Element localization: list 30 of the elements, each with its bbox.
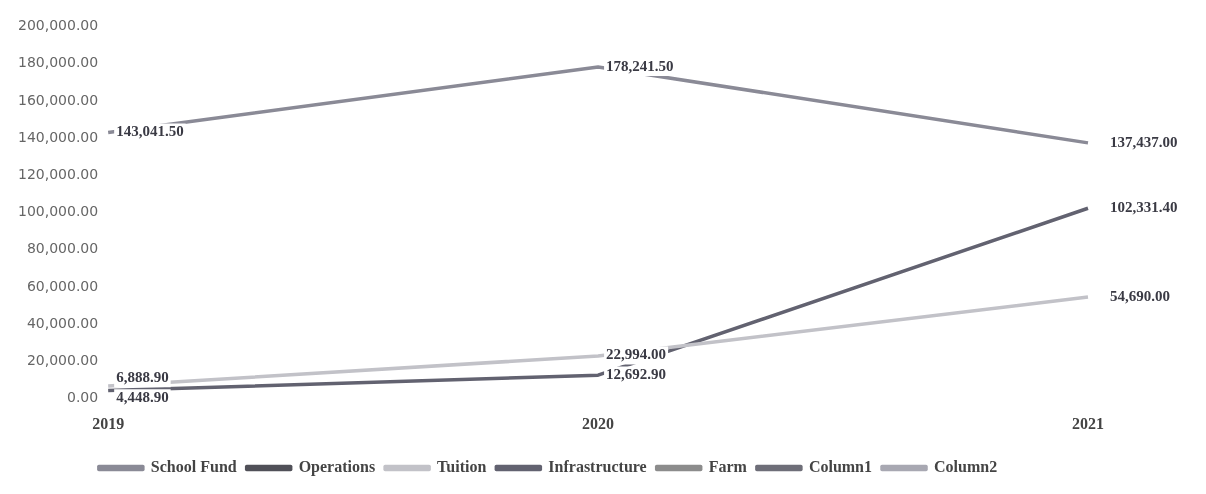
y-tick-label: 120,000.00 bbox=[17, 166, 99, 182]
y-tick-label: 20,000.00 bbox=[26, 352, 99, 369]
legend-label: School Fund bbox=[150, 458, 237, 476]
legend-label: Column1 bbox=[808, 458, 873, 476]
legend-label: Column2 bbox=[934, 458, 998, 476]
data-label: 178,241.50 bbox=[606, 57, 674, 74]
data-label: 6,888.90 bbox=[116, 369, 169, 386]
data-label: 22,994.00 bbox=[606, 346, 667, 363]
y-tick-label: 80,000.00 bbox=[26, 240, 99, 257]
x-tick-label: 2019 bbox=[92, 414, 125, 432]
y-tick-label: 200,000.00 bbox=[17, 17, 99, 34]
y-tick-label: 40,000.00 bbox=[26, 314, 99, 331]
legend-label: Tuition bbox=[437, 458, 487, 476]
data-label: 102,331.40 bbox=[1110, 199, 1178, 216]
legend-label: Operations bbox=[298, 458, 376, 477]
y-tick-label: 60,000.00 bbox=[26, 277, 99, 294]
legend-label: Farm bbox=[708, 458, 748, 476]
data-label: 143,041.50 bbox=[116, 123, 184, 140]
y-tick-label: 0.00 bbox=[66, 389, 99, 406]
data-label: 12,692.90 bbox=[606, 366, 667, 383]
legend-label: Infrastructure bbox=[548, 458, 647, 476]
data-label: 54,690.00 bbox=[1110, 287, 1170, 304]
data-label: 4,448.90 bbox=[116, 389, 169, 406]
x-tick-label: 2020 bbox=[582, 414, 615, 432]
y-tick-label: 180,000.00 bbox=[17, 54, 99, 71]
data-label: 137,437.00 bbox=[1110, 133, 1178, 150]
y-tick-label: 100,000.00 bbox=[17, 203, 99, 220]
y-tick-label: 140,000.00 bbox=[17, 128, 99, 145]
x-tick-label: 2021 bbox=[1072, 414, 1104, 432]
y-tick-label: 160,000.00 bbox=[17, 91, 99, 108]
